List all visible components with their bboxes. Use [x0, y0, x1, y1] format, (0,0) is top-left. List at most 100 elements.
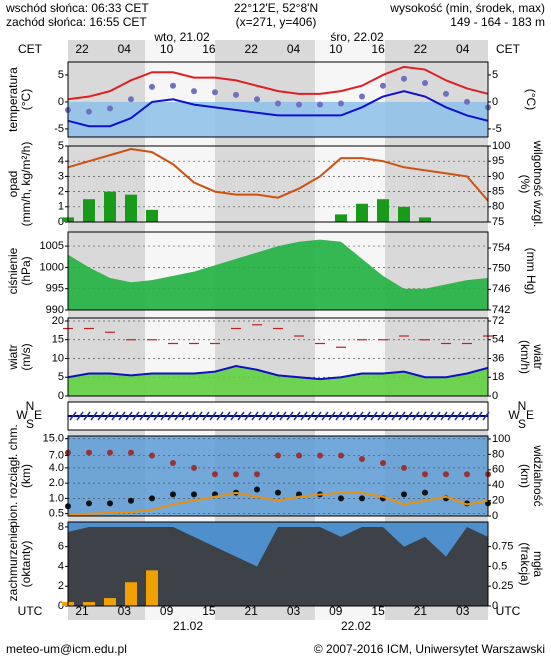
wind-arrow	[195, 411, 203, 421]
y-tick-label: 7.0	[49, 449, 64, 461]
cet-hour: 04	[118, 42, 132, 56]
dot	[170, 491, 176, 498]
y2-tick-label: 80	[492, 201, 504, 213]
y2-axis-label: wilgotność wzgl.	[531, 140, 545, 228]
y-axis-label: ciśnienie	[6, 247, 20, 294]
y-tick-label: 990	[46, 304, 64, 316]
wind-arrow	[307, 411, 315, 421]
y2-tick-label: 60	[492, 464, 504, 476]
wind-arrow	[328, 411, 336, 421]
bar	[356, 203, 368, 222]
dot	[275, 100, 281, 107]
y-tick-label: 1005	[40, 240, 64, 252]
y-axis-label: temperatura	[6, 67, 20, 132]
utc-hour: 09	[160, 604, 174, 618]
dot	[254, 471, 260, 478]
wind-arrow	[482, 411, 490, 421]
y-axis-label: (hPa)	[19, 256, 33, 285]
dot	[401, 75, 407, 82]
dot	[191, 88, 197, 95]
bottom-date: 21.02	[173, 619, 203, 633]
panel: 0.5 1.0 2.0 4.07.0 15.0 0 20 40 60 80 100 pion. roz…	[6, 424, 545, 527]
y-tick-label: -5	[54, 123, 64, 135]
wind-arrow	[293, 411, 301, 421]
y-axis-label: (°C)	[19, 89, 33, 110]
y-axis-label: wiatr	[6, 344, 20, 370]
bottom-zone: UTC	[18, 604, 43, 618]
y-tick-label: 4	[58, 560, 64, 572]
sunset: zachód słońca: 16:55 CET	[6, 15, 147, 29]
y2-axis-label: (km)	[518, 464, 532, 488]
line	[67, 65, 489, 101]
dot	[233, 471, 239, 478]
wind-arrow	[391, 411, 399, 421]
dot	[212, 89, 218, 96]
y2-tick-label: 20	[492, 495, 504, 507]
wind-arrow	[314, 411, 322, 421]
grid-point: (x=271, y=406)	[236, 15, 317, 29]
dot	[338, 452, 344, 459]
dot	[86, 108, 92, 115]
y2-tick-label: 754	[492, 242, 510, 254]
panel-frame	[67, 435, 489, 517]
y2-tick-label: 75	[492, 216, 504, 228]
y2-axis-label: (mm Hg)	[524, 248, 538, 295]
wind-arrow	[83, 411, 91, 421]
wind-arrow	[237, 411, 245, 421]
cet-hour: 16	[371, 42, 385, 56]
utc-hour: 21	[414, 604, 428, 618]
dot	[443, 90, 449, 97]
y2-tick-label: 95	[492, 155, 504, 167]
y2-axis-label: mgła	[531, 551, 545, 577]
dot	[86, 500, 92, 507]
compass-letter: E	[526, 408, 534, 422]
y2-tick-label: 40	[492, 479, 504, 491]
y-tick-label: 0.5	[49, 508, 64, 520]
y-tick-label: 15	[52, 334, 64, 346]
line	[67, 148, 489, 202]
bar	[104, 598, 116, 606]
wind-arrow	[356, 411, 364, 421]
cet-hour: 10	[329, 42, 343, 56]
y2-tick-label: 0	[492, 600, 498, 612]
wind-arrow	[377, 411, 385, 421]
y2-tick-label: 0	[492, 390, 498, 402]
y2-tick-label: 80	[492, 448, 504, 460]
wind-arrow	[251, 411, 259, 421]
cet-hour: 04	[287, 42, 301, 56]
wind-arrow	[468, 411, 476, 421]
y2-tick-label: 85	[492, 186, 504, 198]
panel-frame	[67, 317, 489, 397]
y-tick-label: 5	[58, 371, 64, 383]
y-tick-label: 1.0	[49, 492, 64, 504]
wind-arrow	[370, 411, 378, 421]
dot	[464, 471, 470, 478]
y-tick-label: 0	[58, 600, 64, 612]
area	[68, 239, 488, 310]
cet-hour: 10	[160, 42, 174, 56]
bar	[83, 602, 95, 606]
panel: 990 995 1000 1005 742 746 750 754 ciśnienie (hPa)…	[6, 231, 538, 316]
panel-frame	[67, 61, 489, 138]
y2-axis-label: (frakcja)	[518, 542, 532, 585]
dot	[296, 101, 302, 108]
wind-arrow	[447, 411, 455, 421]
wind-arrow	[230, 411, 238, 421]
dot	[107, 105, 113, 112]
wind-arrow	[419, 411, 427, 421]
below-zero	[68, 101, 488, 137]
utc-hour: 21	[245, 604, 259, 618]
wind-arrow	[97, 411, 105, 421]
bottom-date: 22.02	[341, 619, 371, 633]
y-axis-label: (mm/h, kg/m²/h)	[19, 142, 33, 227]
dot	[128, 96, 134, 103]
bar	[104, 191, 116, 222]
y-tick-label: 5	[58, 69, 64, 81]
wind-arrow	[111, 411, 119, 421]
dot	[191, 464, 197, 471]
wind-arrow	[349, 411, 357, 421]
bottom-zone: UTC	[496, 604, 521, 618]
compass-letter: N	[26, 399, 35, 413]
